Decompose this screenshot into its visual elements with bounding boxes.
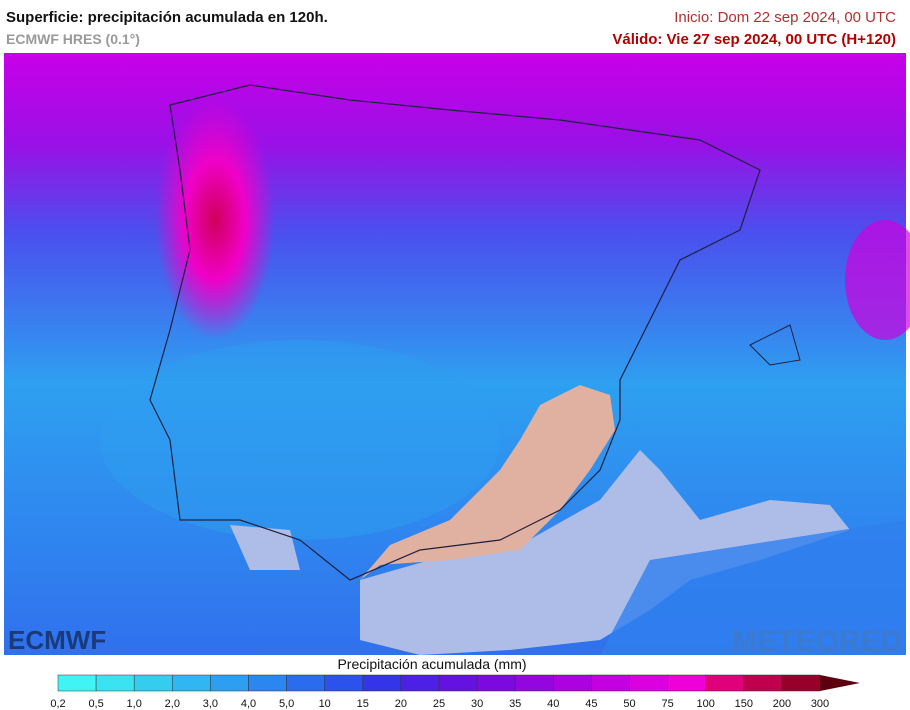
legend-label: 3,0 (203, 698, 218, 710)
valid-time: Válido: Vie 27 sep 2024, 00 UTC (H+120) (612, 31, 896, 48)
legend-label: 30 (471, 698, 483, 710)
north-africa (600, 520, 906, 655)
legend-label: 150 (735, 698, 753, 710)
legend-swatch (57, 674, 97, 692)
legend-label: 300 (811, 698, 829, 710)
island (749, 324, 801, 366)
legend-swatch (362, 674, 402, 692)
legend-label: 15 (357, 698, 369, 710)
sea-dry (230, 525, 300, 570)
dry-land (360, 385, 615, 580)
legend-swatch (210, 674, 249, 692)
legend-label: 20 (395, 698, 407, 710)
legend-label: 75 (661, 698, 673, 710)
legend-arrow (820, 675, 860, 691)
model: ECMWF HRES (0.1°) (6, 31, 140, 47)
legend-label: 25 (433, 698, 445, 710)
legend-label: 2,0 (165, 698, 180, 710)
title: Superficie: precipitación acumulada en 1… (6, 9, 328, 26)
legend-swatch (553, 674, 592, 692)
legend-swatch (514, 674, 554, 692)
legend-swatch (133, 674, 173, 692)
legend-label: 10 (319, 698, 331, 710)
legend-swatch (781, 674, 821, 692)
legend-swatch (667, 674, 706, 692)
legend-label: 0,5 (88, 698, 103, 710)
legend-swatch (324, 674, 364, 692)
coastline (149, 84, 761, 581)
legend-swatch (248, 674, 287, 692)
legend-swatch (705, 674, 745, 692)
legend-label: 50 (623, 698, 635, 710)
legend-swatch (591, 674, 630, 692)
logo-meteored: METEORED (732, 625, 902, 658)
sea-dry (360, 450, 850, 655)
init-time: Inicio: Dom 22 sep 2024, 00 UTC (674, 9, 896, 26)
legend-swatch (172, 674, 211, 692)
legend-label: 100 (697, 698, 715, 710)
legend-label: 1,0 (127, 698, 142, 710)
precip-area (100, 340, 500, 540)
legend-swatch (95, 674, 135, 692)
legend-swatch (629, 674, 668, 692)
legend-swatch (476, 674, 516, 692)
logo-ecmwf: ECMWF (8, 625, 106, 655)
legend-swatch (743, 674, 783, 692)
precip-max (155, 100, 275, 340)
legend-swatch (400, 674, 440, 692)
legend-label: 0,2 (50, 698, 65, 710)
legend-label: 40 (547, 698, 559, 710)
legend-swatch (286, 674, 325, 692)
legend-label: 4,0 (241, 698, 256, 710)
legend-title: Precipitación acumulada (mm) (337, 656, 526, 672)
legend-swatch (438, 674, 478, 692)
legend-label: 35 (509, 698, 521, 710)
legend-label: 200 (773, 698, 791, 710)
precip-area (845, 220, 910, 340)
legend-label: 45 (585, 698, 597, 710)
legend-label: 5,0 (279, 698, 294, 710)
